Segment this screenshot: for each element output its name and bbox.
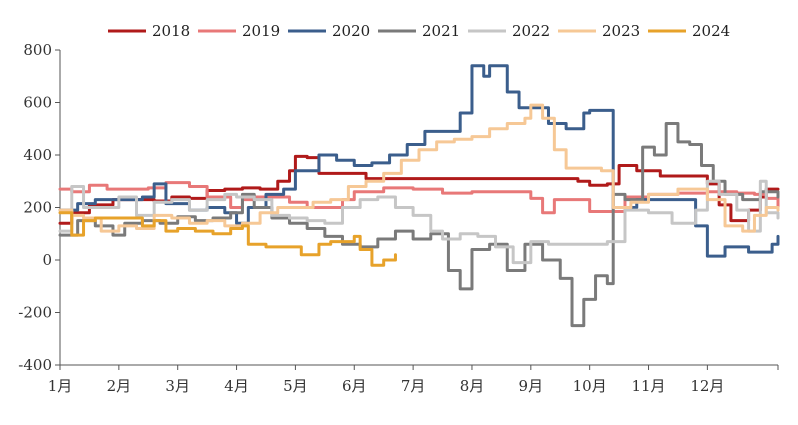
x-tick-label: 7月 [401,377,426,395]
legend-label-2020: 2020 [332,22,370,40]
series-line-2023 [58,103,780,233]
legend: 2018 2019 2020 2021 2022 2023 2024 [108,22,730,40]
x-tick-label: 2月 [107,377,132,395]
x-tick-label: 11月 [631,377,665,395]
x-tick-label: 3月 [165,377,190,395]
x-tick-label: 5月 [283,377,308,395]
legend-label-2024: 2024 [692,22,730,40]
legend-label-2022: 2022 [512,22,550,40]
series-lines [58,64,780,328]
y-tick-label: -400 [18,356,52,374]
x-tick-label: 10月 [573,377,607,395]
x-tick-label: 8月 [460,377,485,395]
axes: -400 -200 0 200 400 600 800 1月 2月 3月 4月 5月 6月 7月 8月 9月 1… [18,41,779,395]
legend-label-2018: 2018 [152,22,190,40]
y-tick-label: 200 [23,199,52,217]
x-tick-label: 9月 [519,377,544,395]
series-line-2024 [58,211,397,267]
x-tick-label: 12月 [690,377,724,395]
legend-label-2019: 2019 [242,22,280,40]
y-tick-label: 0 [42,251,52,269]
y-tick-label: -200 [18,304,52,322]
x-tick-label: 1月 [48,377,73,395]
series-line-2021 [58,122,780,328]
series-line-2019 [58,181,780,215]
legend-label-2023: 2023 [602,22,640,40]
legend-label-2021: 2021 [422,22,460,40]
y-tick-label: 800 [23,41,52,59]
x-tick-label: 6月 [342,377,367,395]
series-line-2022 [58,179,780,265]
y-tick-label: 400 [23,146,52,164]
y-tick-label: 600 [23,94,52,112]
x-tick-label: 4月 [224,377,249,395]
